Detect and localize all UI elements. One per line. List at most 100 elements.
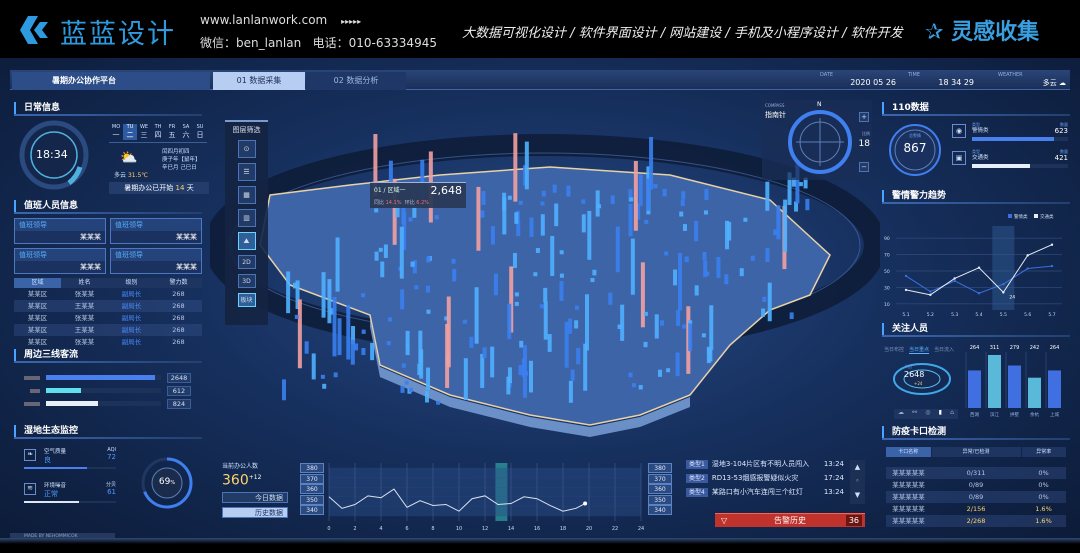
site-url-text[interactable]: www.lanlanwork.com	[200, 13, 328, 27]
tab-data-analysis[interactable]: 02 数据分析	[306, 72, 406, 90]
bar[interactable]	[1008, 365, 1021, 408]
weekday-item[interactable]: TU 二	[123, 124, 137, 140]
table-header[interactable]: 卡口名称	[886, 447, 931, 457]
y-tick-label: 30	[884, 285, 890, 291]
table-row[interactable]: 某某某某某 0/89 0%	[892, 481, 1049, 489]
chat-icon[interactable]: ⌂	[950, 409, 954, 416]
table-row[interactable]: 某某某某某 2/156 1.6%	[892, 505, 1052, 513]
brand-name: 蓝蓝设计	[60, 19, 176, 50]
map-bar	[420, 159, 425, 198]
table-row[interactable]: 某某区 张某某 副局长 268	[27, 338, 185, 346]
tab-data-collect[interactable]: 01 数据采集	[213, 72, 305, 90]
persons-tab[interactable]: 当日布控	[884, 347, 905, 353]
camera-icon[interactable]: ⊙	[237, 140, 256, 158]
link-icon[interactable]: ⚯	[912, 409, 918, 416]
duty-name: 某某某	[111, 231, 201, 243]
map-3d[interactable]	[210, 95, 880, 455]
map-bar	[374, 208, 379, 213]
map-bar	[378, 247, 383, 252]
map-mode-button[interactable]: 2D	[237, 255, 256, 269]
bar[interactable]	[968, 370, 981, 408]
map-mode-button[interactable]: 3D	[237, 274, 256, 288]
alert-item[interactable]: 类型1 湿地3-104片区有不明人员闯入 13:24	[686, 458, 844, 472]
building-icon[interactable]: ▥	[237, 209, 256, 227]
gauge-value: 69	[158, 477, 171, 487]
bar[interactable]	[1028, 377, 1041, 408]
table-header[interactable]: 区域	[14, 278, 61, 288]
notice-days: 14	[175, 184, 185, 192]
weekday-item[interactable]: SU 日	[196, 124, 204, 139]
scroll-up-icon[interactable]: ▲	[854, 463, 861, 471]
weekday-item[interactable]: TH 四	[154, 124, 162, 139]
bar[interactable]	[1048, 370, 1061, 408]
table-row[interactable]: 某某某某某 2/268 1.6%	[886, 515, 1066, 527]
duty-role: 值班领导	[19, 221, 47, 229]
x-tick-label: 0	[327, 526, 330, 532]
panel-title: 防疫卡口检测	[882, 426, 1070, 438]
map-bar	[529, 217, 534, 237]
duty-card[interactable]: 值班领导 某某某	[110, 248, 202, 274]
weekday-row: MO 一 TU 二 WE 三 TH 四 FR 五 SA 六 SU 日	[109, 124, 207, 143]
warning-icon: ▽	[721, 516, 728, 525]
history-data-button[interactable]: 历史数据	[222, 507, 288, 518]
map-bar	[703, 210, 708, 215]
table-header[interactable]: 级别	[125, 279, 138, 286]
persons-tab[interactable]: 当日流入	[934, 347, 955, 353]
legend-label: 警情类	[1014, 213, 1028, 220]
map-bar	[506, 376, 511, 395]
persons-ring	[893, 363, 951, 395]
battery-icon[interactable]: ▮	[938, 409, 942, 416]
bar-category-label: 西湖	[970, 411, 979, 418]
weekday-item[interactable]: WE 三	[139, 124, 149, 139]
compass-dial[interactable]	[784, 104, 856, 176]
aqi-value: 72	[107, 453, 116, 461]
bar[interactable]	[988, 354, 1001, 408]
bar-category-label: 上城	[1050, 411, 1059, 418]
map-bar	[705, 271, 710, 276]
signal-icon[interactable]: ☰	[237, 163, 256, 181]
persons-tab[interactable]: 当日重点	[909, 347, 930, 354]
duty-card[interactable]: 值班领导 某某某	[110, 218, 202, 244]
weekday-item[interactable]: MO 一	[111, 124, 121, 139]
duty-card[interactable]: 值班领导 某某某	[14, 248, 106, 274]
bar-value-label: 242	[1030, 345, 1040, 351]
grid-icon[interactable]: ▦	[237, 186, 256, 204]
table-header[interactable]: 警力数	[169, 279, 188, 286]
y-tick-label: 340	[300, 505, 324, 515]
chart-icon[interactable]: ⛰	[237, 232, 256, 250]
circle-label: 人员	[904, 364, 912, 369]
alert-item[interactable]: 类型2 RD13-53烟感报警疑似火灾 17:24	[686, 472, 844, 486]
table-header[interactable]: 异常率	[1021, 447, 1066, 457]
table-row[interactable]: 某某区 张某某 副局长 268	[27, 314, 185, 322]
weekday-item[interactable]: SA 六	[182, 124, 190, 139]
table-header[interactable]: 异常/已检测	[931, 447, 1021, 457]
x-tick-label: 5.3	[951, 312, 958, 318]
flow-item: 2648	[14, 371, 202, 384]
scroll-down-icon[interactable]: ▼	[854, 491, 861, 499]
table-row[interactable]: 某某区 张某某 副局长 268	[27, 290, 185, 298]
map-bar	[444, 316, 449, 321]
item-count: 623	[1054, 127, 1068, 135]
map-bar	[507, 195, 512, 200]
map-mode-button[interactable]: 板块	[237, 293, 256, 307]
x-tick-label: 6	[405, 526, 408, 532]
table-row[interactable]: 某某某某某 0/311 0%	[886, 467, 1066, 479]
zoom-in-button[interactable]: +	[859, 112, 869, 122]
zoom-out-button[interactable]: −	[859, 162, 869, 172]
duty-card[interactable]: 值班领导 某某某	[14, 218, 106, 244]
today-data-button[interactable]: 今日数据	[222, 492, 288, 503]
alert-item[interactable]: 类型4 某路口有小汽车连闯三个红灯 13:24	[686, 486, 844, 500]
target-icon[interactable]: ◎	[925, 409, 931, 416]
table-header[interactable]: 姓名	[78, 279, 91, 286]
site-url[interactable]: www.lanlanwork.com ▸▸▸▸▸	[200, 13, 361, 27]
panel-title: 湿地生态监控	[14, 425, 202, 437]
cloud-icon[interactable]: ☁	[898, 409, 905, 416]
x-tick-label: 10	[456, 526, 462, 532]
weekday-item[interactable]: FR 五	[168, 124, 176, 139]
alert-history-button[interactable]: ▽ 告警历史 36	[715, 513, 865, 527]
map-bar	[658, 369, 663, 377]
alert-scroll[interactable]: ▲ ◦ ▼	[850, 460, 865, 504]
table-row[interactable]: 某某区 王某某 副局长 268	[14, 300, 202, 312]
table-row[interactable]: 某某某某某 0/89 0%	[886, 491, 1066, 503]
table-row[interactable]: 某某区 王某某 副局长 268	[14, 324, 202, 336]
